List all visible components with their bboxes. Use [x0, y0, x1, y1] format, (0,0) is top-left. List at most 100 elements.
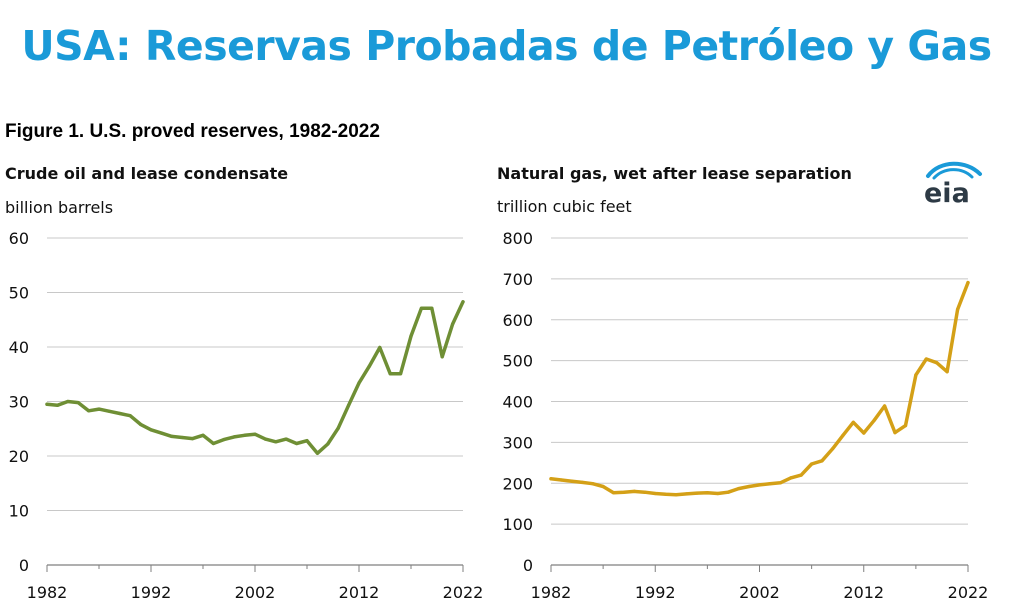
- gas-data-point: [810, 462, 814, 466]
- gas-data-point: [653, 491, 657, 496]
- oil-data-point: [97, 407, 101, 411]
- oil-data-point: [440, 355, 444, 359]
- oil-data-point: [55, 403, 60, 407]
- oil-data-point: [451, 322, 455, 326]
- eia-logo-icon: eia: [924, 161, 982, 206]
- oil-xtick-label: 2022: [443, 583, 484, 602]
- oil-ytick-label: 60: [9, 229, 29, 248]
- gas-data-point: [591, 482, 595, 486]
- gas-ytick-label: 0: [523, 556, 533, 575]
- gas-data-point: [778, 481, 783, 485]
- gas-xtick-label: 1982: [531, 583, 572, 602]
- gas-data-point: [580, 480, 584, 484]
- gas-data-point: [737, 487, 741, 491]
- gas-data-point: [956, 307, 960, 312]
- gas-data-point: [924, 357, 928, 361]
- gas-data-point: [622, 490, 626, 494]
- gas-data-point: [726, 490, 730, 494]
- gas-data-point: [611, 491, 616, 495]
- gas-series-line: [549, 280, 970, 497]
- oil-data-point: [419, 306, 423, 310]
- oil-xtick-label: 1982: [27, 583, 68, 602]
- gas-data-point: [862, 431, 866, 435]
- oil-data-point: [180, 435, 184, 440]
- oil-data-point: [263, 437, 267, 441]
- oil-series-line: [45, 300, 465, 456]
- oil-data-point: [336, 426, 340, 430]
- oil-data-point: [399, 372, 403, 376]
- oil-data-point: [128, 414, 132, 418]
- gas-data-point: [966, 281, 970, 285]
- oil-ytick-label: 0: [19, 556, 29, 575]
- oil-ytick-label: 30: [9, 393, 29, 412]
- gas-data-point: [893, 431, 897, 435]
- oil-data-point: [243, 433, 247, 437]
- gas-xtick-label: 2002: [739, 583, 780, 602]
- gas-panel-title: Natural gas, wet after lease separation: [497, 164, 852, 183]
- gas-data-point: [632, 489, 637, 493]
- gas-ytick-label: 700: [502, 270, 533, 289]
- gas-data-point: [601, 484, 605, 489]
- gas-data-point: [643, 490, 647, 494]
- oil-panel-title: Crude oil and lease condensate: [5, 164, 289, 183]
- oil-data-point: [357, 381, 361, 385]
- gas-data-point: [757, 483, 762, 487]
- gas-data-point: [705, 491, 710, 495]
- gas-ytick-label: 100: [502, 515, 533, 534]
- oil-data-point: [232, 435, 236, 439]
- oil-data-point: [222, 438, 226, 442]
- gas-xtick-label: 1992: [635, 583, 676, 602]
- gas-data-point: [820, 459, 824, 463]
- gas-panel-unit: trillion cubic feet: [497, 197, 632, 216]
- oil-ytick-label: 40: [9, 338, 29, 357]
- oil-xtick-label: 2002: [235, 583, 276, 602]
- oil-data-point: [388, 372, 392, 376]
- oil-data-point: [305, 439, 309, 443]
- oil-ytick-label: 50: [9, 284, 29, 303]
- oil-data-point: [170, 434, 174, 438]
- oil-data-point: [87, 409, 91, 413]
- oil-data-point: [159, 431, 163, 435]
- oil-data-point: [139, 422, 143, 426]
- oil-data-point: [201, 433, 205, 437]
- oil-data-point: [430, 306, 434, 310]
- oil-data-point: [367, 364, 371, 368]
- banner-title: USA: Reservas Probadas de Petróleo y Gas: [21, 22, 992, 70]
- gas-ytick-label: 600: [502, 311, 533, 330]
- gas-data-point: [716, 491, 720, 496]
- gas-data-point: [684, 492, 689, 496]
- gas-data-point: [872, 418, 876, 422]
- oil-data-point: [253, 432, 257, 436]
- gas-data-point: [883, 404, 887, 408]
- oil-data-point: [66, 399, 70, 404]
- oil-xtick-label: 2012: [339, 583, 380, 602]
- oil-data-point: [378, 345, 382, 350]
- gas-data-point: [945, 370, 949, 374]
- gas-data-point: [830, 447, 835, 451]
- gas-data-point: [747, 484, 751, 489]
- oil-data-point: [461, 300, 465, 304]
- gas-data-point: [695, 491, 699, 495]
- oil-xtick-label: 1992: [131, 583, 172, 602]
- gas-data-point: [903, 424, 908, 428]
- oil-data-point: [107, 409, 111, 413]
- gas-data-point: [799, 473, 803, 477]
- oil-data-point: [274, 440, 278, 444]
- gas-xtick-label: 2022: [948, 583, 989, 602]
- gas-data-point: [841, 433, 845, 437]
- oil-data-point: [191, 437, 195, 441]
- gas-data-point: [851, 420, 855, 424]
- gas-data-point: [789, 476, 793, 480]
- gas-data-point: [559, 478, 564, 482]
- gas-data-point: [768, 482, 772, 486]
- eia-logo-text: eia: [924, 178, 970, 206]
- oil-data-point: [211, 441, 215, 446]
- gas-data-point: [570, 479, 574, 483]
- oil-data-point: [118, 411, 122, 416]
- gas-ytick-label: 500: [502, 352, 533, 371]
- oil-data-point: [295, 441, 299, 446]
- oil-ytick-label: 20: [9, 447, 29, 466]
- gas-data-point: [674, 493, 678, 497]
- oil-panel-unit: billion barrels: [5, 198, 114, 217]
